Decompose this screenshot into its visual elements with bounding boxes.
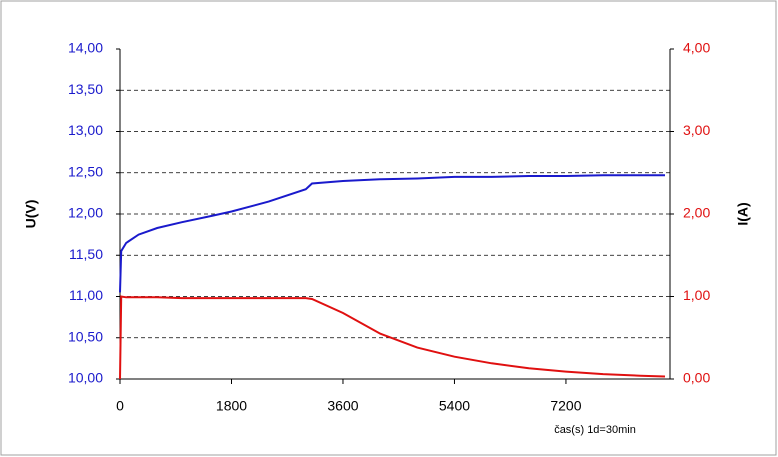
y2-tick-label: 2,00 [683, 205, 710, 221]
y-axis-title: U(V) [23, 200, 39, 229]
y2-tick-label: 3,00 [683, 122, 710, 138]
y2-tick-label: 0,00 [683, 370, 710, 386]
y-tick-label: 10,00 [68, 370, 103, 386]
x-tick-label: 1800 [216, 398, 247, 414]
y2-tick-label: 1,00 [683, 287, 710, 303]
y-tick-label: 13,00 [68, 122, 103, 138]
y-tick-label: 10,50 [68, 328, 103, 344]
y-tick-label: 12,50 [68, 163, 103, 179]
series-line [119, 295, 666, 380]
x-tick-label: 0 [116, 398, 124, 414]
x-axis-title: čas(s) 1d=30min [554, 424, 636, 436]
y2-tick-label: 4,00 [683, 40, 710, 56]
y-tick-label: 11,00 [69, 287, 103, 303]
y2-axis-title: I(A) [735, 202, 751, 225]
x-tick-label: 7200 [550, 398, 581, 414]
series-line [119, 174, 665, 293]
y-tick-label: 11,50 [69, 246, 103, 262]
y-tick-label: 14,00 [68, 40, 103, 56]
y-tick-label: 12,00 [68, 205, 103, 221]
x-tick-label: 3600 [327, 398, 358, 414]
x-tick-label: 5400 [439, 398, 470, 414]
y-tick-label: 13,50 [68, 81, 103, 97]
